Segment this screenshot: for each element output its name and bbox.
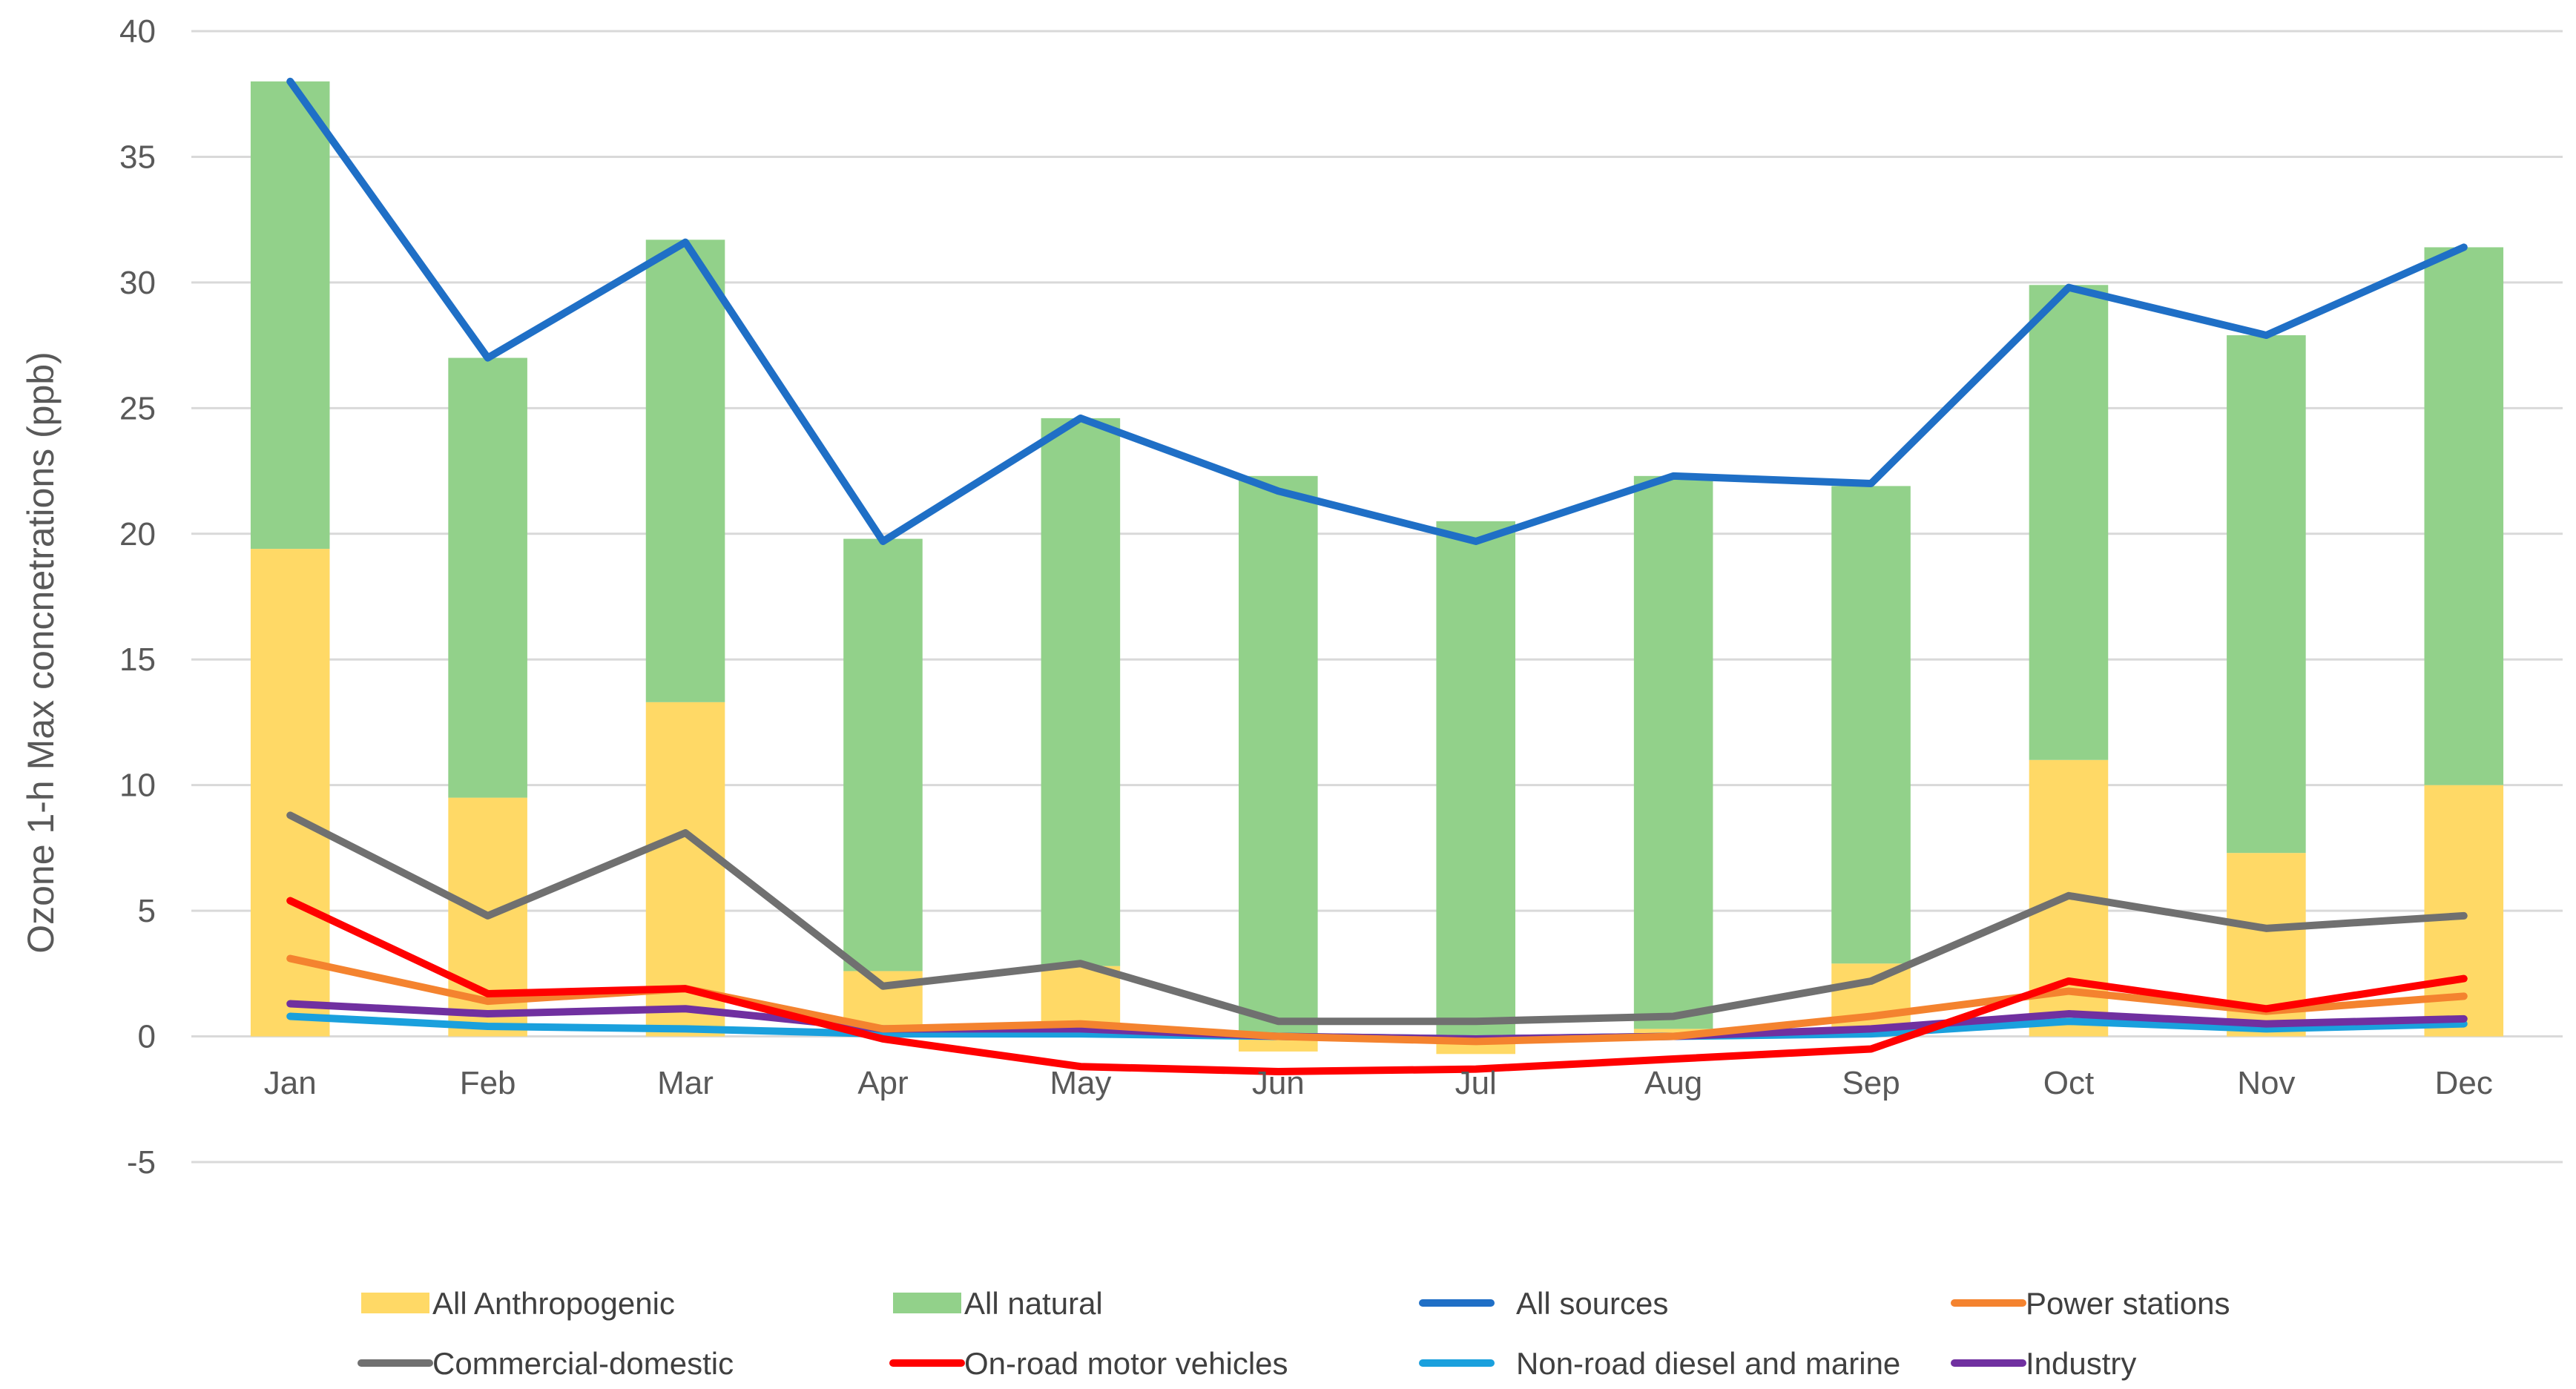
line-all-sources — [286, 77, 2468, 545]
bar-all-natural-jul — [1436, 521, 1515, 1037]
y-tick-labels: 40 35 30 25 20 15 10 5 0 -5 — [119, 13, 156, 1181]
y-tick-label: 30 — [119, 265, 156, 301]
x-tick-label: Jul — [1455, 1065, 1497, 1101]
legend-label-all-sources: All sources — [1516, 1286, 1668, 1321]
bar-all-natural-jan — [250, 81, 330, 550]
bar-all-natural-aug — [1633, 475, 1713, 1029]
x-tick-label: May — [1050, 1065, 1111, 1101]
x-tick-label: Apr — [857, 1065, 908, 1101]
x-tick-label: Jan — [264, 1065, 317, 1101]
legend-swatch-all-natural — [893, 1293, 961, 1313]
y-tick-label: 0 — [138, 1019, 156, 1055]
bar-all-anthropogenic-mar — [645, 702, 725, 1037]
y-tick-label: 5 — [138, 893, 156, 929]
bar-all-natural-dec — [2424, 247, 2504, 785]
x-tick-label: Aug — [1644, 1065, 1702, 1101]
bar-all-natural-oct — [2029, 285, 2109, 760]
legend-label-power-stations: Power stations — [2026, 1286, 2230, 1321]
x-tick-label: Jun — [1252, 1065, 1305, 1101]
x-tick-labels: Jan Feb Mar Apr May Jun Jul Aug Sep Oct Nov Dec — [264, 1065, 2493, 1101]
y-tick-label: 25 — [119, 390, 156, 426]
line-series — [286, 77, 2468, 1075]
line-commercial-domestic — [286, 811, 2468, 1026]
y-axis-title: Ozone 1-h Max concnetrations (ppb) — [20, 352, 62, 954]
legend-label-commercial-domestic: Commercial-domestic — [432, 1346, 734, 1381]
bar-all-anthropogenic-aug — [1633, 1029, 1713, 1037]
bar-all-natural-jun — [1239, 475, 1318, 1037]
bar-all-natural-mar — [645, 240, 725, 702]
y-tick-label: 35 — [119, 139, 156, 175]
bar-all-natural-may — [1041, 418, 1121, 966]
x-tick-label: Sep — [1842, 1065, 1900, 1101]
legend: All Anthropogenic All natural All sources P… — [358, 1286, 2230, 1381]
legend-label-non-road-diesel-and-marine: Non-road diesel and marine — [1516, 1346, 1900, 1381]
x-tick-label: Oct — [2043, 1065, 2094, 1101]
y-tick-label: -5 — [127, 1144, 156, 1181]
legend-swatch-all-anthropogenic — [361, 1293, 429, 1313]
legend-label-all-anthropogenic: All Anthropogenic — [432, 1286, 675, 1321]
x-tick-label: Mar — [657, 1065, 714, 1101]
bar-all-natural-nov — [2227, 335, 2306, 854]
x-tick-label: Dec — [2435, 1065, 2493, 1101]
line-on-road-motor-vehicles — [286, 897, 2468, 1075]
x-tick-label: Feb — [460, 1065, 516, 1101]
legend-label-industry: Industry — [2026, 1346, 2136, 1381]
legend-label-on-road-motor-vehicles: On-road motor vehicles — [964, 1346, 1288, 1381]
y-tick-label: 10 — [119, 768, 156, 804]
x-tick-label: Nov — [2237, 1065, 2295, 1101]
bar-all-natural-sep — [1831, 486, 1911, 964]
legend-label-all-natural: All natural — [964, 1286, 1103, 1321]
y-tick-label: 15 — [119, 641, 156, 678]
y-tick-label: 20 — [119, 516, 156, 552]
y-tick-label: 40 — [119, 13, 156, 50]
bar-all-natural-feb — [448, 357, 527, 798]
bar-all-natural-apr — [843, 538, 923, 971]
